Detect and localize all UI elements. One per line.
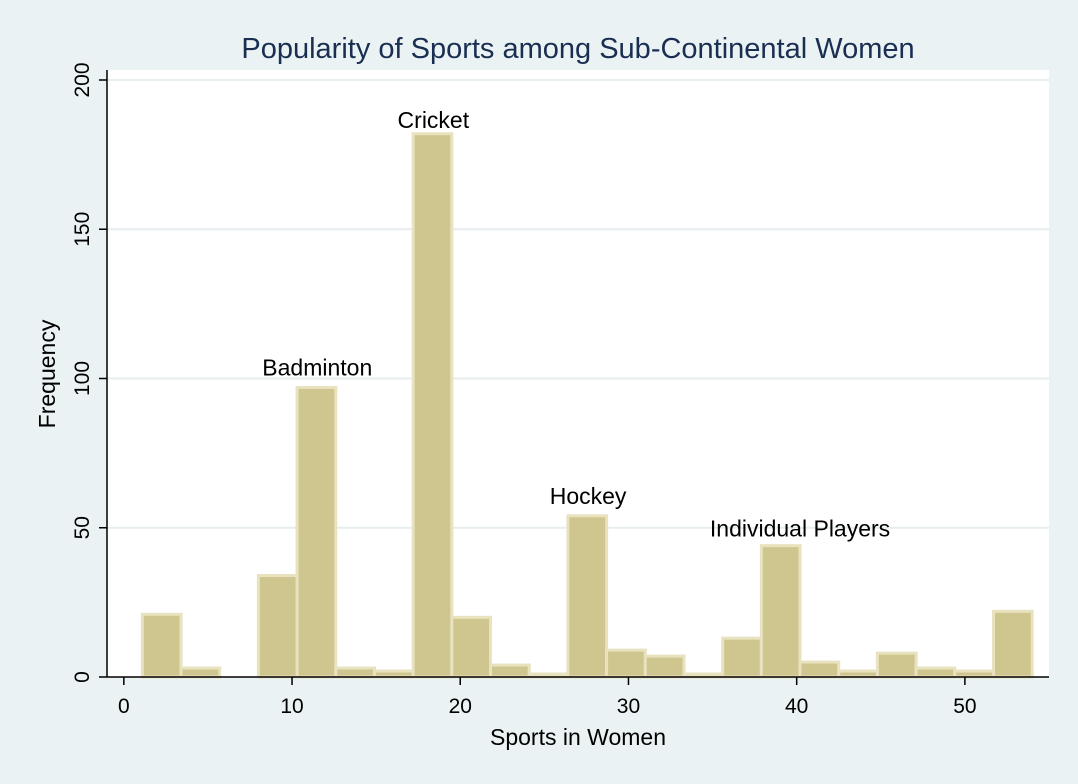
histogram-bar bbox=[991, 609, 1034, 679]
bar-annotation: Individual Players bbox=[710, 516, 890, 542]
x-tick-label: 20 bbox=[449, 695, 472, 718]
histogram-bar bbox=[837, 669, 879, 679]
bar-annotation: Hockey bbox=[550, 483, 627, 509]
histogram-bar bbox=[256, 574, 299, 679]
x-tick-label: 10 bbox=[280, 695, 303, 718]
y-tick-label: 50 bbox=[71, 516, 94, 539]
grid-lines bbox=[107, 79, 1049, 529]
bars bbox=[140, 132, 1034, 679]
x-axis-label: Sports in Women bbox=[490, 724, 666, 750]
histogram-bar bbox=[566, 514, 609, 679]
histogram-bar bbox=[179, 666, 222, 679]
histogram-bar bbox=[605, 648, 647, 679]
x-tick-label: 30 bbox=[617, 695, 640, 718]
histogram-bar bbox=[721, 636, 763, 679]
x-tick-label: 50 bbox=[953, 695, 976, 718]
axes: 0 10 20 30 40 50 0 50 100 150 200 bbox=[71, 62, 1049, 718]
histogram-bar bbox=[875, 651, 918, 679]
y-tick-label: 200 bbox=[71, 62, 94, 97]
histogram-bar bbox=[643, 654, 686, 679]
bar-annotation: Cricket bbox=[398, 107, 470, 133]
y-tick-label: 150 bbox=[71, 212, 94, 247]
x-tick-label: 40 bbox=[785, 695, 808, 718]
histogram-bar bbox=[953, 669, 995, 679]
histogram-bar bbox=[914, 666, 957, 679]
histogram-bar bbox=[334, 666, 376, 679]
histogram-bar bbox=[140, 612, 183, 679]
histogram-bar bbox=[372, 669, 415, 679]
histogram-bar bbox=[450, 615, 493, 679]
histogram-bar bbox=[411, 132, 454, 679]
y-tick-label: 0 bbox=[71, 671, 94, 683]
bar-annotation: Badminton bbox=[262, 355, 372, 381]
y-tick-label: 100 bbox=[71, 361, 94, 396]
histogram-bar bbox=[798, 660, 841, 679]
histogram-bar bbox=[489, 663, 531, 679]
y-axis-label: Frequency bbox=[34, 319, 60, 428]
chart-title: Popularity of Sports among Sub-Continent… bbox=[241, 33, 914, 65]
histogram-bar bbox=[759, 544, 802, 679]
histogram-bar bbox=[295, 385, 338, 679]
x-tick-label: 0 bbox=[118, 695, 130, 718]
annotations: Badminton Cricket Hockey Individual Players bbox=[262, 107, 890, 542]
